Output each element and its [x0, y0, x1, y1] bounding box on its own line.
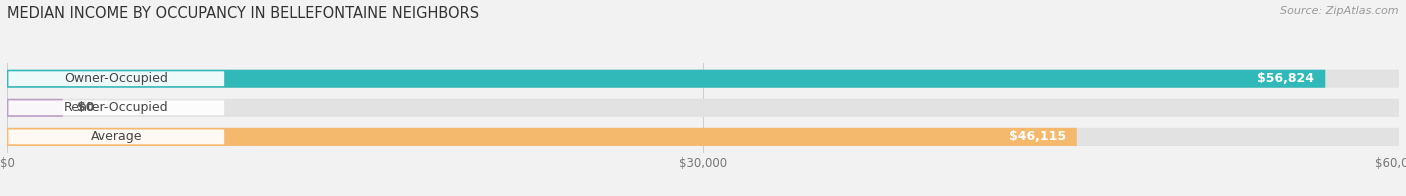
FancyBboxPatch shape	[7, 99, 1399, 117]
Text: $56,824: $56,824	[1257, 72, 1315, 85]
FancyBboxPatch shape	[7, 70, 1399, 88]
Text: Renter-Occupied: Renter-Occupied	[65, 101, 169, 114]
FancyBboxPatch shape	[8, 130, 224, 144]
FancyBboxPatch shape	[7, 128, 1399, 146]
FancyBboxPatch shape	[8, 71, 224, 86]
FancyBboxPatch shape	[7, 70, 1326, 88]
Text: Average: Average	[90, 130, 142, 143]
Text: MEDIAN INCOME BY OCCUPANCY IN BELLEFONTAINE NEIGHBORS: MEDIAN INCOME BY OCCUPANCY IN BELLEFONTA…	[7, 6, 479, 21]
FancyBboxPatch shape	[7, 99, 63, 117]
Text: Source: ZipAtlas.com: Source: ZipAtlas.com	[1281, 6, 1399, 16]
Text: Owner-Occupied: Owner-Occupied	[65, 72, 169, 85]
FancyBboxPatch shape	[7, 128, 1077, 146]
Text: $46,115: $46,115	[1008, 130, 1066, 143]
FancyBboxPatch shape	[8, 100, 224, 115]
Text: $0: $0	[77, 101, 94, 114]
